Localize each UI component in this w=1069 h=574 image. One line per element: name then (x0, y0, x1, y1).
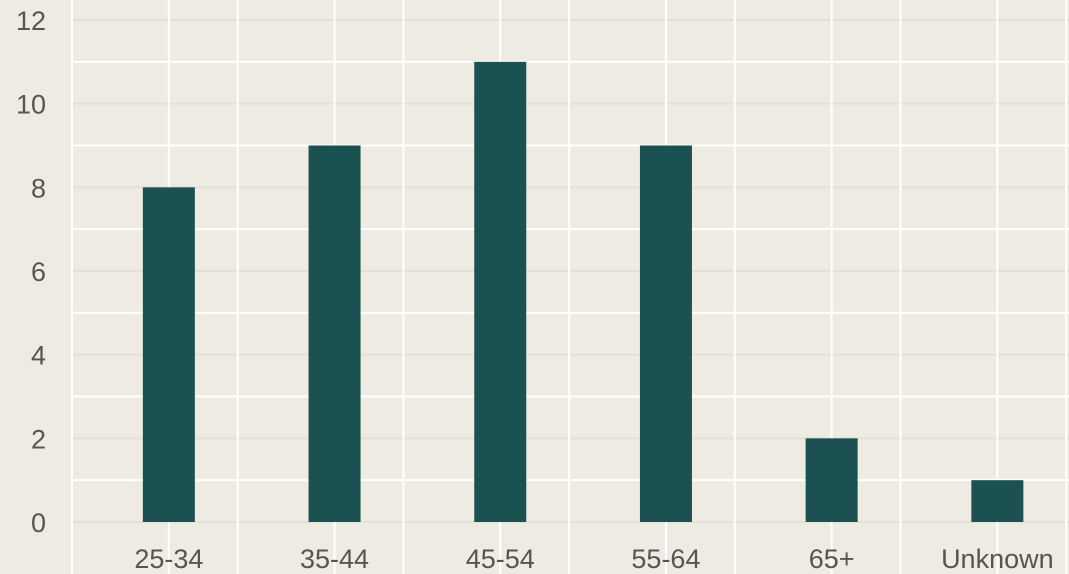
y-tick-label: 0 (31, 508, 46, 538)
y-tick-label: 10 (16, 90, 46, 120)
bars (142, 61, 1024, 523)
bar-35-44 (308, 145, 361, 522)
y-tick-label: 12 (16, 6, 46, 36)
bar-unknown (971, 480, 1024, 522)
y-axis-tick-labels: 0 2 4 6 8 10 12 (16, 6, 46, 538)
bar-65+ (805, 438, 858, 522)
x-tick-label: 35-44 (300, 544, 369, 574)
bar-45-54 (474, 61, 527, 522)
y-tick-label: 8 (31, 173, 46, 203)
y-tick-label: 4 (31, 341, 46, 371)
x-tick-label: 65+ (809, 544, 855, 574)
y-tick-label: 6 (31, 257, 46, 287)
bar-25-34 (142, 187, 195, 523)
y-tick-label: 2 (31, 424, 46, 454)
x-tick-label: 55-64 (631, 544, 700, 574)
x-tick-label: Unknown (941, 544, 1054, 574)
bar-55-64 (639, 145, 692, 522)
x-tick-label: 45-54 (466, 544, 535, 574)
x-axis-tick-labels: 25-34 35-44 45-54 55-64 65+ Unknown (134, 544, 1053, 574)
x-tick-label: 25-34 (134, 544, 203, 574)
